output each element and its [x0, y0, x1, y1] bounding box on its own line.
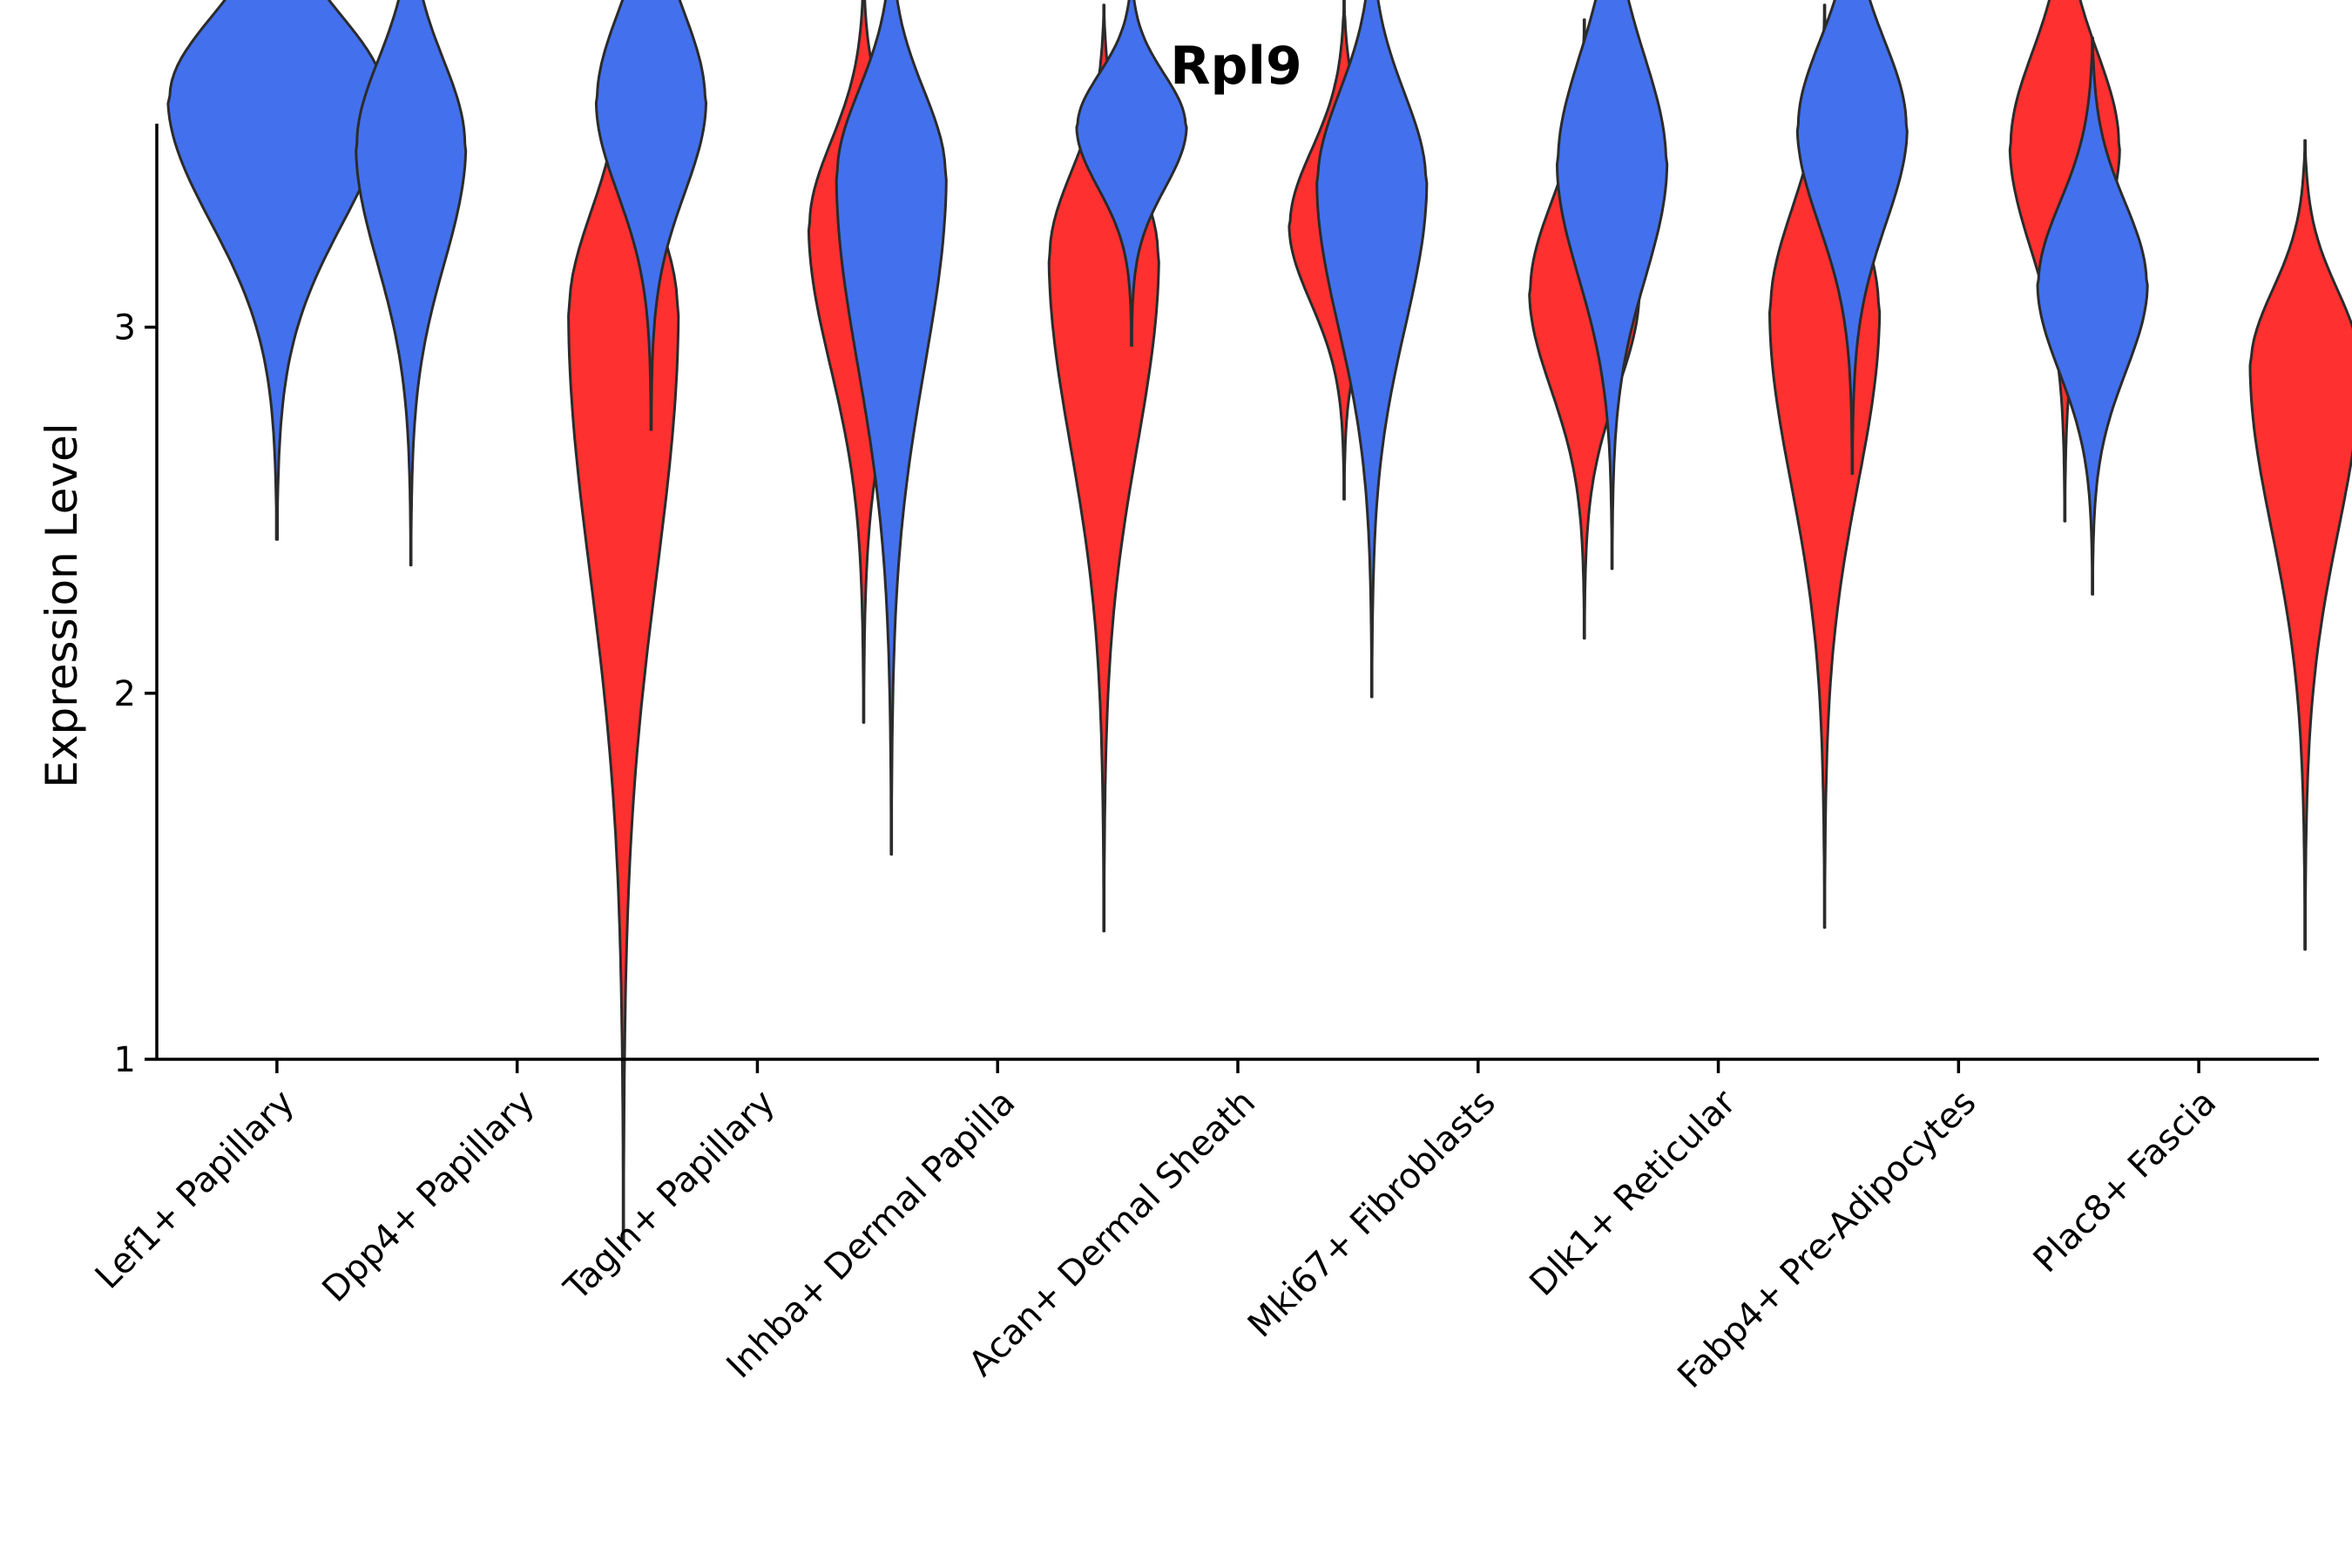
y-tick-label: 1	[114, 1040, 136, 1080]
violin-group-1	[2036, 37, 2149, 596]
violin-group-1	[835, 0, 948, 856]
violin-group-1	[1795, 0, 1909, 476]
violins-group	[166, 0, 2352, 1244]
x-tick-label: Mki67+ Fibroblasts	[1240, 1083, 1504, 1346]
violin-group-2	[2248, 139, 2352, 951]
y-axis-label: Expression Level	[37, 422, 87, 787]
violin-group-1	[1556, 0, 1669, 571]
y-tick-label: 3	[114, 308, 136, 348]
violin-group-1	[355, 0, 468, 567]
x-tick-label: Lef1+ Papillary	[88, 1083, 302, 1297]
x-tick-label: Acan+ Dermal Sheath	[962, 1083, 1264, 1385]
x-tick-label: Plac8+ Fascia	[2026, 1083, 2225, 1281]
violin-group-1	[166, 0, 388, 541]
violin-group-1	[594, 0, 707, 431]
x-ticks-group: Lef1+ Papillary Dpp4+ Papillary Tagln+ Pap…	[88, 1059, 2224, 1396]
violin-group-1	[1315, 0, 1429, 699]
y-tick-label: 2	[114, 674, 136, 714]
violin-group-1	[1075, 0, 1188, 348]
y-ticks-group: 1234	[114, 308, 157, 1080]
axes-group	[155, 124, 2319, 1061]
x-tick-label: Tagln+ Papillary	[557, 1083, 783, 1309]
x-tick-label: Dpp4+ Papillary	[314, 1083, 542, 1310]
chart-title: Rpl9	[1170, 36, 1301, 97]
x-tick-label: Dlk1+ Reticular	[1522, 1082, 1744, 1304]
